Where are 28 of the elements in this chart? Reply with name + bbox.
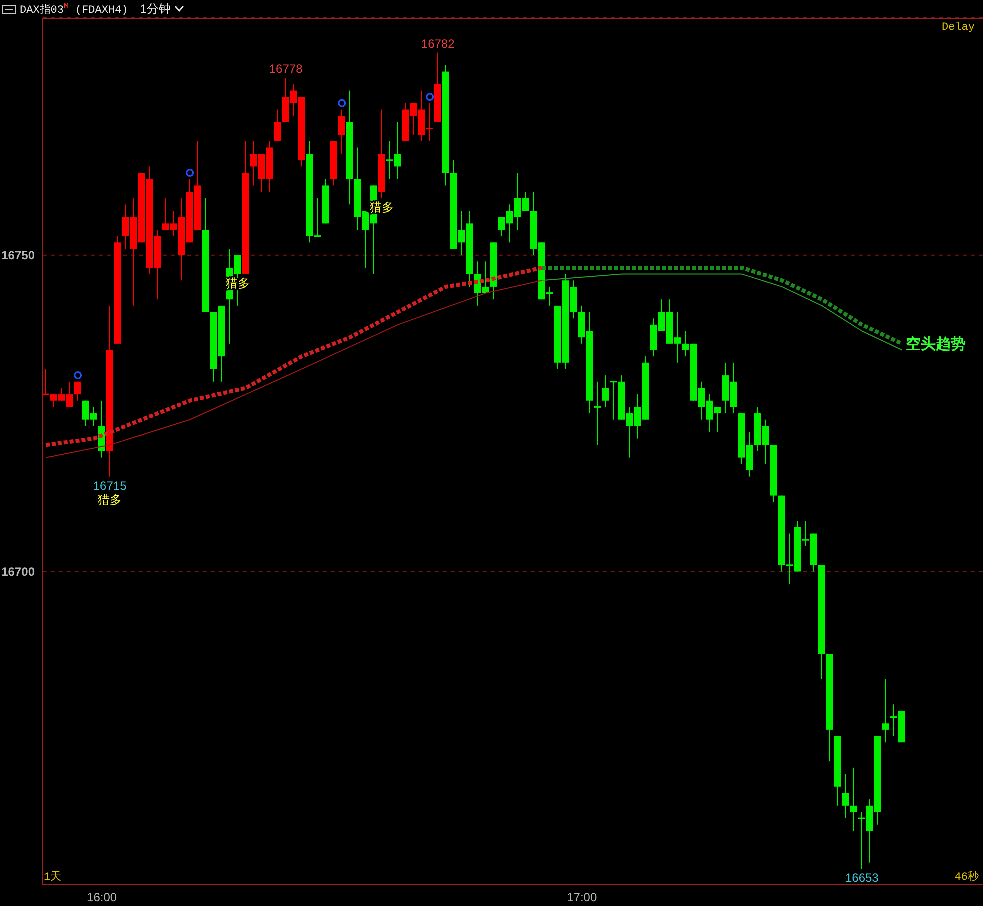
chart-title: DAX指03$^{M}$ (FDAXH4) bbox=[20, 2, 128, 16]
candlestick bbox=[882, 678, 890, 744]
line-series bbox=[542, 274, 903, 351]
annotation: 猎多 bbox=[98, 492, 122, 507]
x-tick-label: 17:00 bbox=[567, 890, 598, 905]
x-tick-label: 16:00 bbox=[87, 890, 118, 905]
candlestick bbox=[594, 381, 602, 446]
point bbox=[186, 169, 194, 178]
candlestick bbox=[338, 109, 346, 155]
candlestick bbox=[602, 375, 610, 408]
annotation: 16715 bbox=[93, 478, 128, 493]
series-label: 空头趋势 bbox=[906, 334, 966, 353]
candlestick bbox=[850, 767, 858, 832]
annotation: 1天 bbox=[44, 870, 62, 884]
point bbox=[74, 372, 82, 380]
annotation: 46秒 bbox=[954, 870, 979, 884]
chart-subtitle: 1分钟 bbox=[140, 0, 171, 18]
annotation: 16778 bbox=[269, 62, 304, 76]
candlestick bbox=[274, 109, 282, 142]
y-tick-label: 16750 bbox=[2, 248, 36, 263]
annotation: 16653 bbox=[845, 871, 880, 886]
y-tick-label: 16700 bbox=[2, 565, 36, 579]
point bbox=[426, 93, 434, 102]
candlestick bbox=[842, 774, 850, 820]
annotation: 16782 bbox=[421, 36, 456, 51]
point bbox=[338, 99, 346, 108]
candlestick bbox=[74, 381, 82, 402]
annotation: Delay bbox=[942, 22, 975, 34]
